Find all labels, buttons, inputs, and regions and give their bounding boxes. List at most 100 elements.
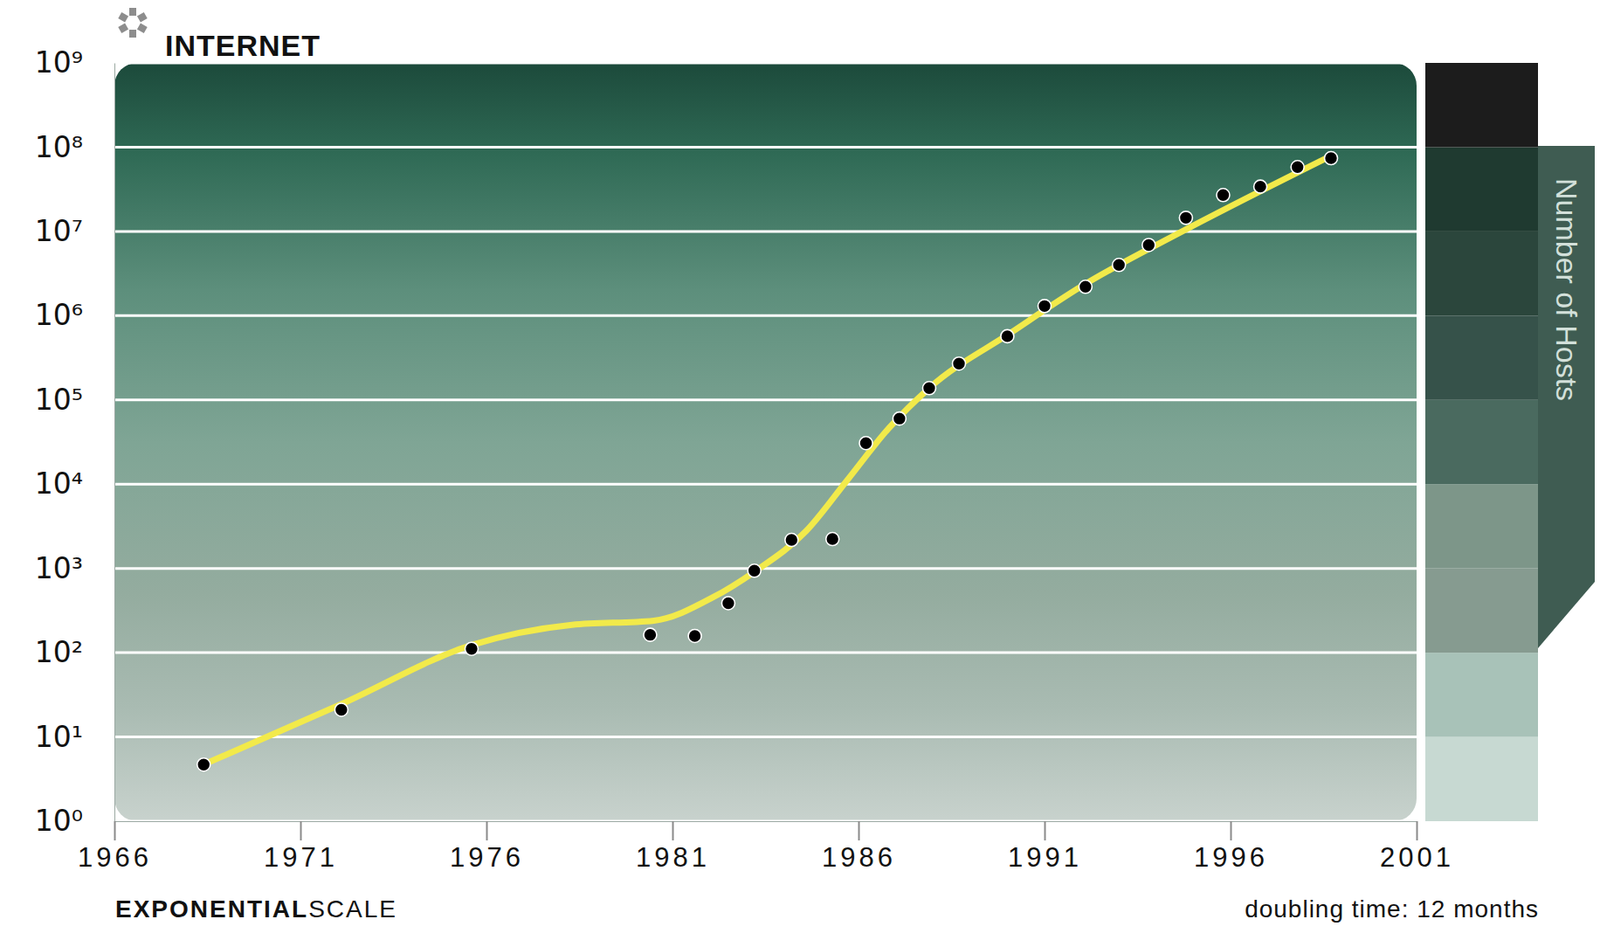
- grid-line: [114, 651, 1417, 655]
- data-point: [1290, 160, 1304, 174]
- axis-line: [114, 63, 116, 822]
- tick-label: 1991: [1007, 841, 1083, 873]
- tick-label: 10⁴: [34, 466, 83, 501]
- logo-petal: [129, 29, 137, 38]
- data-point: [892, 412, 906, 426]
- y-axis-title: Number of Hosts: [1550, 178, 1584, 401]
- tick: 10³: [34, 551, 115, 586]
- tick-label: 1976: [449, 841, 525, 873]
- data-point: [197, 758, 211, 772]
- band-swatch: [1425, 400, 1538, 484]
- tick-mark: [1416, 820, 1419, 841]
- logo-petal: [117, 23, 129, 34]
- tick: 2001: [1379, 820, 1455, 873]
- data-point: [1216, 188, 1230, 202]
- tick: 1996: [1193, 820, 1269, 873]
- data-point: [1179, 211, 1193, 225]
- tick: 10¹: [34, 719, 115, 754]
- data-point: [721, 596, 735, 610]
- tick-label: 1966: [77, 841, 152, 873]
- band-swatch: [1425, 652, 1538, 737]
- logo-petal: [129, 7, 137, 16]
- tick-mark: [1230, 820, 1233, 841]
- data-point: [464, 641, 478, 656]
- tick-mark: [114, 820, 117, 841]
- tick-label: 10²: [34, 634, 83, 669]
- data-point: [1324, 151, 1338, 166]
- plot-background: [114, 62, 1417, 821]
- tick-label: 10⁷: [34, 213, 83, 249]
- data-point: [334, 703, 348, 717]
- data-point: [952, 357, 966, 371]
- band-swatch: [1425, 483, 1538, 568]
- data-point: [826, 532, 840, 546]
- logo-icon: [117, 7, 147, 38]
- data-point: [1078, 280, 1092, 294]
- marks: [197, 151, 1338, 772]
- logo-petal: [137, 23, 148, 34]
- data-point: [1112, 258, 1126, 272]
- grid: [114, 62, 1417, 821]
- tick: 10⁴: [34, 466, 115, 501]
- data-point: [785, 533, 799, 547]
- tick-label: 10⁰: [34, 803, 83, 838]
- tick: 10⁵: [34, 382, 115, 417]
- tick-label: 1981: [635, 841, 711, 873]
- tick: 1981: [635, 820, 711, 873]
- tick: 10⁸: [34, 130, 115, 165]
- note: doubling time: 12 months: [1244, 895, 1539, 923]
- tick-mark: [672, 820, 675, 841]
- tick: 1966: [77, 820, 152, 873]
- tick-label: 10³: [34, 551, 83, 586]
- tick-label: 10¹: [34, 719, 83, 754]
- tick: 10⁶: [34, 297, 115, 332]
- data-point: [747, 564, 761, 578]
- y-axis: 10⁰ 10¹ 10² 10³ 10⁴ 10⁵ 10⁶ 10⁷ 10⁸ 10⁹: [34, 45, 116, 838]
- tick-label: 10⁵: [34, 382, 83, 417]
- tick: 1971: [263, 820, 338, 873]
- band-swatch: [1425, 568, 1538, 653]
- tick-label: 1986: [821, 841, 897, 873]
- footer-part: SCALE: [308, 895, 398, 923]
- tick-label: 10⁶: [34, 297, 83, 332]
- tick: 10²: [34, 634, 115, 669]
- axis-line: [115, 821, 1418, 842]
- grid-line: [114, 229, 1417, 233]
- tick-mark: [858, 820, 861, 841]
- footer: EXPONENTIALSCALE: [115, 895, 398, 923]
- grid-line: [114, 314, 1417, 318]
- band-swatch: [1425, 62, 1538, 147]
- tick-label: 10⁹: [34, 45, 83, 80]
- tick: 1986: [821, 820, 897, 873]
- data-point: [922, 381, 936, 395]
- tick-label: 2001: [1379, 841, 1455, 873]
- label-tab: [1537, 145, 1595, 649]
- band-swatch: [1425, 315, 1538, 400]
- tick: 10⁰: [34, 803, 115, 838]
- data-point: [859, 436, 873, 450]
- tick-label: 1996: [1193, 841, 1269, 873]
- tick: 10⁹: [34, 45, 115, 80]
- tick: 10⁷: [34, 213, 115, 249]
- grid-line: [114, 735, 1417, 738]
- tick-label: 10⁸: [34, 130, 83, 165]
- tick-mark: [1044, 820, 1047, 841]
- logo-petal: [137, 12, 148, 22]
- grid-line: [114, 398, 1417, 401]
- title: INTERNET: [165, 28, 321, 63]
- logo-petal: [117, 12, 129, 22]
- data-point: [1254, 179, 1268, 194]
- tick-mark: [486, 820, 489, 841]
- data-point: [688, 628, 702, 642]
- tick-mark: [300, 820, 303, 841]
- grid-line: [114, 145, 1417, 149]
- footer-part: EXPONENTIAL: [115, 895, 309, 923]
- tick-label: 1971: [263, 841, 338, 873]
- data-point: [643, 627, 657, 642]
- band-swatch: [1425, 146, 1538, 231]
- trend-line: [203, 155, 1332, 765]
- tick: 1991: [1007, 820, 1083, 873]
- band-swatch: [1425, 737, 1538, 821]
- grid-line: [114, 482, 1417, 486]
- band-swatch: [1425, 231, 1538, 316]
